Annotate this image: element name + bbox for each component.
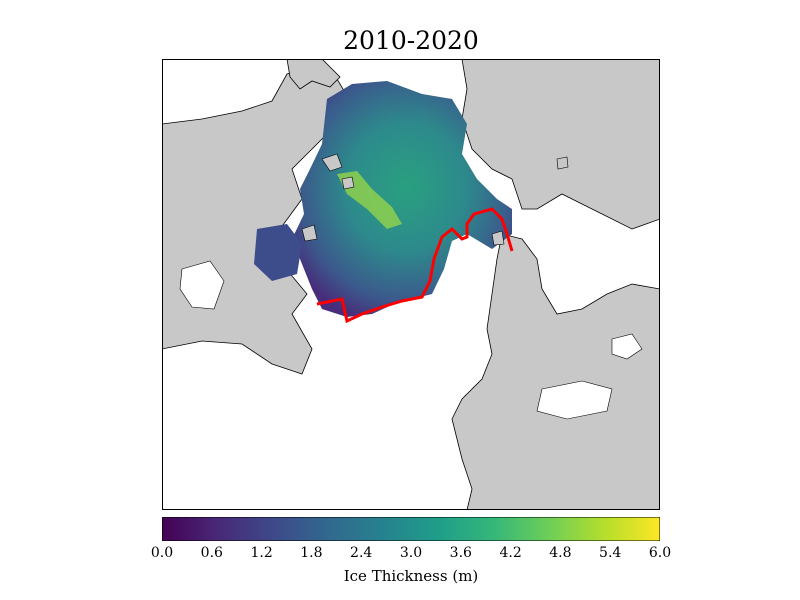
map-title: 2010-2020 <box>343 26 479 55</box>
colorbar-tick-label: 3.6 <box>449 545 472 561</box>
ice-edge-line <box>316 207 514 324</box>
colorbar-tick-label: 3.0 <box>399 545 423 561</box>
colorbar-tick-label: 4.8 <box>549 545 572 561</box>
hudson-bay <box>179 260 225 310</box>
colorbar-label: Ice Thickness (m) <box>343 567 479 585</box>
colorbar-tick-label: 2.4 <box>350 545 373 561</box>
map-frame <box>162 59 660 510</box>
colorbar-gradient <box>162 517 660 541</box>
islands <box>301 153 569 246</box>
land-europe <box>451 233 660 510</box>
land-alaska <box>286 59 341 90</box>
baffin-bay-ice <box>254 224 302 281</box>
colorbar-tick-label: 1.2 <box>250 545 273 561</box>
inland-sea <box>536 380 613 420</box>
colorbar <box>162 517 660 541</box>
colorbar-tick-label: 0.0 <box>150 545 174 561</box>
arctic-ice-thickness-map <box>162 59 660 510</box>
colorbar-tick-label: 4.2 <box>499 545 522 561</box>
colorbar-tick-label: 0.6 <box>200 545 223 561</box>
colorbar-tick-label: 5.4 <box>599 545 622 561</box>
colorbar-tick-label: 1.8 <box>300 545 323 561</box>
sea-ice-thickness-field <box>292 81 512 317</box>
inland-sea-2 <box>611 333 643 360</box>
colorbar-tick-label: 6.0 <box>648 545 672 561</box>
